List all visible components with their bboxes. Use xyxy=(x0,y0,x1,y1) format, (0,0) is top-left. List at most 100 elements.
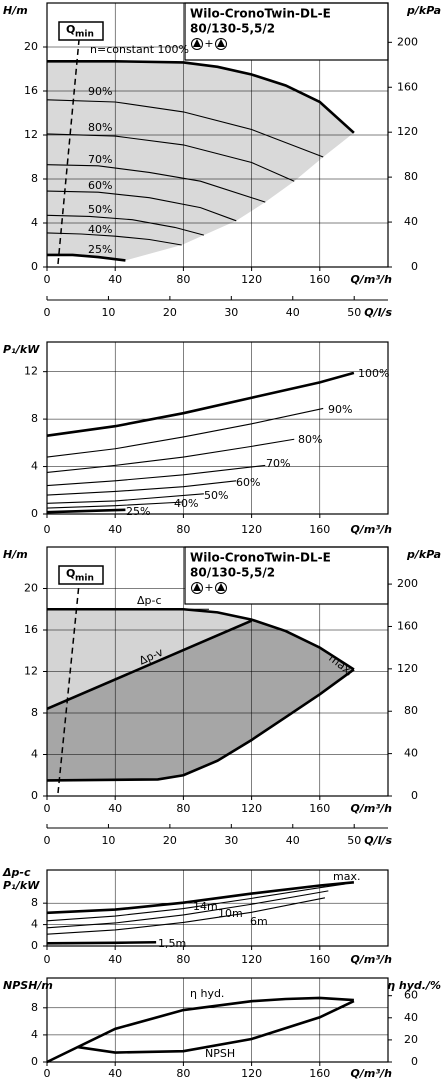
dp-c-range xyxy=(47,609,252,709)
x-axis-label: Q/m³/h xyxy=(351,523,393,536)
x-tick-label: 0 xyxy=(44,273,51,286)
x-tick-label: 0 xyxy=(44,802,51,815)
x2-tick-label: 30 xyxy=(224,834,238,847)
curve-label: 10m xyxy=(218,907,243,920)
x-tick-label: 120 xyxy=(241,802,262,815)
curve xyxy=(46,508,126,514)
x-tick-label: 160 xyxy=(309,953,330,966)
pump-icon xyxy=(193,583,201,591)
curve xyxy=(46,883,346,922)
curve xyxy=(46,232,182,246)
y-tick-label: 20 xyxy=(24,582,38,595)
title-plus: + xyxy=(204,37,213,50)
qmin-label: min xyxy=(75,574,94,584)
curve xyxy=(47,60,355,134)
curve xyxy=(46,99,324,158)
y-tick-label: 8 xyxy=(31,706,38,719)
plot-frame xyxy=(46,546,389,797)
y2-tick-label: 200 xyxy=(397,35,418,48)
y2-tick-label: 40 xyxy=(404,215,418,228)
curve-label: 80% xyxy=(298,433,322,446)
pump-icon xyxy=(217,39,225,47)
x-tick-label: 0 xyxy=(44,1067,51,1080)
x2-tick-label: 10 xyxy=(101,306,115,319)
x2-tick-label: 40 xyxy=(286,834,300,847)
qmin-line xyxy=(57,39,80,265)
curve-label: 25% xyxy=(126,505,150,518)
curve-label: η hyd. xyxy=(190,987,224,1000)
y2-tick-label: 160 xyxy=(397,619,418,632)
chart-title: Wilo-CronoTwin-DL-E xyxy=(190,7,331,21)
y-tick-label: 0 xyxy=(31,1055,38,1068)
qmin-label: min xyxy=(75,30,94,40)
y2-axis-label: p/kPa xyxy=(406,4,441,17)
x-tick-label: 160 xyxy=(309,273,330,286)
plot-frame xyxy=(46,977,389,1063)
curve-label: 1,5m xyxy=(158,937,186,950)
x-tick-label: 120 xyxy=(241,1067,262,1080)
y2-tick-label: 0 xyxy=(411,789,418,802)
x-tick-label: 0 xyxy=(44,953,51,966)
x2-tick-label: 20 xyxy=(163,306,177,319)
curve-label: n=constant 100% xyxy=(90,43,189,56)
curve-label: 50% xyxy=(204,489,228,502)
y-tick-label: 8 xyxy=(31,1001,38,1014)
qmin-box xyxy=(58,21,104,41)
x-tick-label: 80 xyxy=(176,802,190,815)
x-tick-label: 40 xyxy=(108,802,122,815)
curve-label: 60% xyxy=(236,476,260,489)
title-box xyxy=(184,2,389,61)
pump-icon xyxy=(193,39,201,47)
curve xyxy=(46,190,237,222)
y-tick-label: 0 xyxy=(31,939,38,952)
curve-label: 70% xyxy=(266,457,290,470)
qmin-box xyxy=(58,565,104,585)
curve xyxy=(77,999,355,1054)
curve xyxy=(46,133,295,182)
x2-tick-label: 20 xyxy=(163,834,177,847)
x2-tick-label: 10 xyxy=(101,834,115,847)
y2-tick-label: 200 xyxy=(397,577,418,590)
curve xyxy=(46,897,326,935)
pump-icon xyxy=(217,583,225,591)
chart-title: 80/130-5,5/2 xyxy=(190,22,275,36)
curve-label: 60% xyxy=(88,179,112,192)
chart-title: 80/130-5,5/2 xyxy=(190,566,275,580)
curve xyxy=(46,501,182,509)
y-tick-label: 16 xyxy=(24,623,38,636)
y-axis-label: NPSH/m xyxy=(3,979,53,992)
curve xyxy=(46,407,324,458)
x2-tick-label: 30 xyxy=(224,306,238,319)
qmin-label: Q xyxy=(66,567,75,580)
y2-tick-label: 120 xyxy=(397,125,418,138)
y2-tick-label: 20 xyxy=(404,1033,418,1046)
y-tick-label: 0 xyxy=(31,260,38,273)
x2-axis-label: Q/l/s xyxy=(364,306,392,319)
curve-label: 6m xyxy=(250,915,268,928)
y2-axis-label: η hyd./% xyxy=(387,979,441,992)
x-tick-label: 120 xyxy=(241,273,262,286)
curve xyxy=(46,464,266,487)
y-tick-label: 0 xyxy=(31,789,38,802)
y-tick-label: 8 xyxy=(31,412,38,425)
y-axis-label: Δp-c xyxy=(2,866,31,879)
y2-tick-label: 0 xyxy=(411,260,418,273)
y-tick-label: 0 xyxy=(31,507,38,520)
y2-tick-label: 80 xyxy=(404,170,418,183)
curve-label: 90% xyxy=(88,85,112,98)
x-tick-label: 80 xyxy=(176,273,190,286)
y-tick-label: 12 xyxy=(24,128,38,141)
x-tick-label: 40 xyxy=(108,523,122,536)
x-tick-label: 160 xyxy=(309,523,330,536)
curve xyxy=(46,881,355,915)
curve-label: 40% xyxy=(88,223,112,236)
y2-tick-label: 120 xyxy=(397,662,418,675)
chart-title: Wilo-CronoTwin-DL-E xyxy=(190,551,331,565)
curve-label: 50% xyxy=(88,203,112,216)
y-axis-label: P₁/kW xyxy=(3,879,40,892)
x-tick-label: 0 xyxy=(44,523,51,536)
curve xyxy=(46,164,266,203)
x2-tick-label: 0 xyxy=(44,306,51,319)
curve xyxy=(47,253,126,262)
